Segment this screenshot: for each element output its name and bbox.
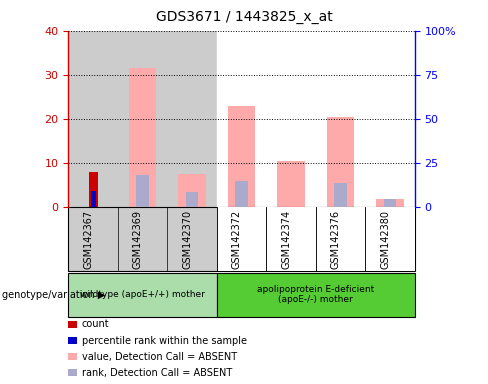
Text: GSM142376: GSM142376 — [330, 210, 341, 268]
Bar — [217, 31, 266, 207]
Bar — [266, 31, 316, 207]
Bar — [278, 161, 305, 207]
Text: GSM142367: GSM142367 — [83, 210, 93, 268]
Bar — [68, 31, 118, 207]
Bar — [179, 174, 205, 207]
Bar — [91, 192, 96, 207]
Bar — [228, 106, 255, 207]
Bar — [186, 192, 198, 207]
Bar — [129, 68, 156, 207]
Text: genotype/variation ▶: genotype/variation ▶ — [2, 290, 106, 300]
Bar — [384, 199, 396, 207]
Bar — [136, 175, 149, 207]
Text: GSM142380: GSM142380 — [380, 210, 390, 268]
Bar — [167, 31, 217, 207]
Bar — [316, 31, 366, 207]
Bar — [327, 117, 354, 207]
Text: percentile rank within the sample: percentile rank within the sample — [82, 336, 247, 346]
Bar — [235, 181, 248, 207]
Text: GSM142372: GSM142372 — [232, 209, 242, 269]
Text: count: count — [82, 319, 110, 329]
Bar — [334, 183, 347, 207]
Text: rank, Detection Call = ABSENT: rank, Detection Call = ABSENT — [82, 368, 232, 378]
Bar — [118, 31, 167, 207]
Bar — [89, 172, 98, 207]
Text: GSM142370: GSM142370 — [182, 210, 192, 268]
Text: apolipoprotein E-deficient
(apoE-/-) mother: apolipoprotein E-deficient (apoE-/-) mot… — [257, 285, 374, 305]
Text: GDS3671 / 1443825_x_at: GDS3671 / 1443825_x_at — [156, 10, 332, 23]
Text: GSM142374: GSM142374 — [281, 210, 291, 268]
Text: value, Detection Call = ABSENT: value, Detection Call = ABSENT — [82, 352, 237, 362]
Text: GSM142369: GSM142369 — [133, 210, 142, 268]
Text: wildtype (apoE+/+) mother: wildtype (apoE+/+) mother — [80, 290, 205, 299]
Bar — [376, 199, 404, 207]
Bar — [366, 31, 415, 207]
